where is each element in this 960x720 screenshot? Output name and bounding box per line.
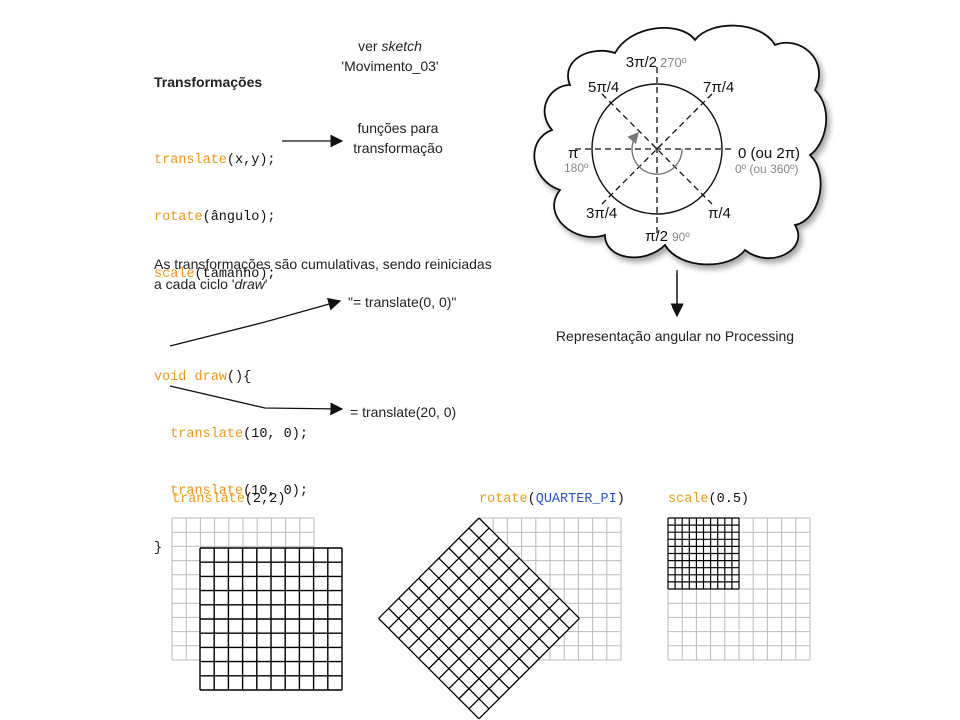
label-right: 0 (ou 2π) [738, 145, 800, 162]
label-right-deg: 0º (ou 360º) [735, 162, 798, 176]
cloud-shape [533, 24, 828, 266]
code-line-scale: scale(tamanho); [154, 265, 276, 284]
code-fn: translate [170, 484, 244, 499]
translate-example-grids [171, 517, 343, 691]
sketch-ref-name: 'Movimento_03' [341, 58, 439, 74]
translate-moved-grid [199, 547, 343, 691]
example-translate-label: translate(2,2) [172, 490, 285, 509]
arrow-to-reset [169, 297, 342, 347]
label-lower-left: 3π/4 [586, 205, 617, 222]
code-args: (10, 0); [243, 427, 308, 442]
caption-arrow-ext [672, 270, 684, 318]
code-fn: translate [172, 492, 245, 507]
code-fn: translate [170, 427, 244, 442]
label-bottom-deg: 90º [672, 230, 690, 244]
cumulative-text: As transformações são cumulativas, sendo… [154, 254, 492, 294]
transforms-title: Transformações [154, 74, 263, 90]
angle-circle [591, 83, 723, 215]
cumulative-em: draw [234, 276, 265, 292]
code-fn: translate [154, 153, 227, 168]
paren-close: ) [616, 492, 625, 507]
result-reset: "= translate(0, 0)" [348, 294, 457, 310]
arrow-to-sum [169, 385, 344, 416]
angle-diagram: 3π/2 270º 5π/4 7π/4 π 180º 0 (ou 2π) 0º … [533, 24, 828, 315]
draw-code: void draw(){ translate(10, 0); translate… [154, 330, 308, 577]
rotate-rotated-grid [378, 517, 580, 720]
code-fn: scale [668, 492, 709, 507]
cumulative-prefix: a cada ciclo ' [154, 276, 235, 292]
rotate-example-grids [378, 517, 622, 720]
code-args: (0.5) [708, 492, 750, 507]
draw-line3: translate(10, 0); [154, 482, 308, 501]
draw-close: } [154, 541, 163, 556]
sketch-ref-em: sketch [381, 38, 422, 54]
code-line-rotate: rotate(ângulo); [154, 208, 276, 227]
code-fn: rotate [479, 492, 528, 507]
cumulative-suffix: ' [264, 276, 268, 292]
label-upper-left: 5π/4 [588, 79, 619, 96]
transforms-code: translate(x,y); rotate(ângulo); scale(ta… [154, 113, 276, 303]
label-upper-right: 7π/4 [703, 79, 734, 96]
label-left-deg: 180º [564, 161, 589, 175]
scale-scaled-grid [667, 517, 740, 590]
code-fn: scale [154, 267, 195, 282]
code-args: (x,y); [226, 153, 276, 168]
label-top: 3π/2 [626, 54, 657, 71]
sketch-ref-prefix: ver [358, 38, 382, 54]
note-line1: funções para [357, 120, 439, 136]
quarter-pi-constant: QUARTER_PI [535, 492, 617, 507]
draw-line2: translate(10, 0); [154, 425, 308, 444]
label-left: π [568, 145, 578, 162]
example-scale-label: scale(0.5) [668, 490, 749, 509]
result-sum: = translate(20, 0) [350, 404, 457, 420]
code-line-translate: translate(x,y); [154, 151, 276, 170]
transforms-note: funções para transformação [340, 118, 456, 158]
draw-line1-rest: (){ [226, 370, 252, 385]
code-fn: rotate [154, 210, 203, 225]
paren-open: ( [527, 492, 536, 507]
example-rotate-label: rotate(QUARTER_PI) [479, 490, 625, 509]
label-top-deg: 270º [660, 55, 687, 70]
angle-caption: Representação angular no Processing [555, 328, 795, 344]
code-args: (10, 0); [243, 484, 308, 499]
rotation-arc-icon [627, 131, 683, 175]
angle-axes [575, 67, 735, 233]
draw-line1: void draw(){ [154, 368, 308, 387]
scale-example-grids [667, 517, 811, 661]
note-line2: transformação [353, 140, 443, 156]
draw-keyword: draw [194, 370, 227, 385]
cumulative-line2: a cada ciclo 'draw' [154, 274, 492, 294]
code-args: (ângulo); [202, 210, 276, 225]
void-keyword: void [154, 370, 187, 385]
label-bottom: π/2 [645, 228, 668, 245]
cumulative-line1: As transformações são cumulativas, sendo… [154, 256, 492, 272]
code-args: (2,2) [244, 492, 286, 507]
sketch-reference: ver sketch 'Movimento_03' [330, 36, 450, 76]
label-lower-right: π/4 [708, 205, 731, 222]
code-args: (tamanho); [194, 267, 276, 282]
